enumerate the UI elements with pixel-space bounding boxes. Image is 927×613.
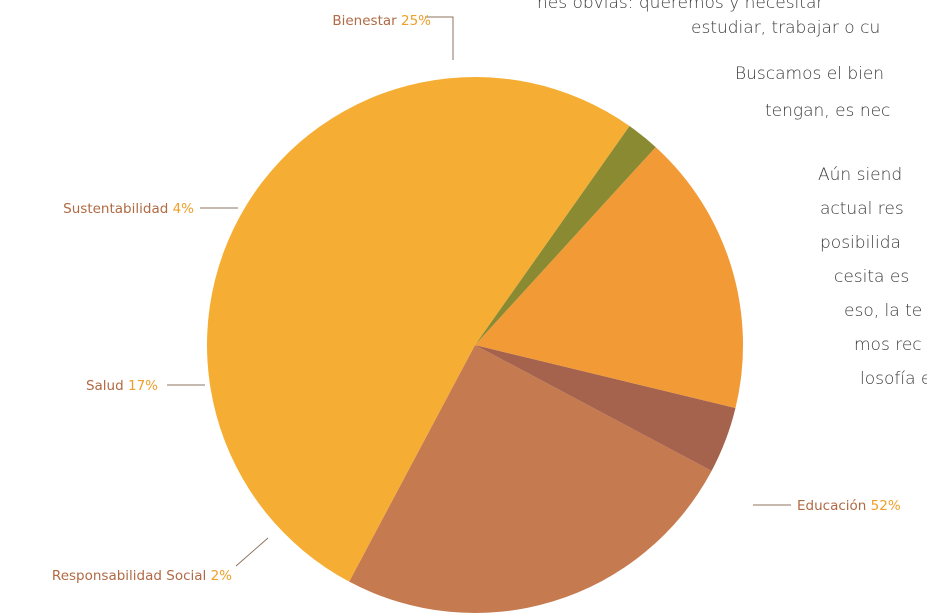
slice-label-value: 4%	[173, 201, 195, 217]
pie-slice-salud	[475, 147, 743, 409]
slice-label-value: 2%	[211, 568, 233, 584]
slice-label-value: 25%	[401, 13, 431, 29]
body-text-line-2: estudiar, trabajar o cu	[691, 18, 881, 38]
slice-label-name: Sustentabilidad	[63, 201, 172, 217]
slice-label-value: 52%	[871, 498, 901, 514]
slice-label-name: Educación	[797, 498, 871, 514]
slice-label-value: 17%	[128, 378, 158, 394]
body-text-line-10: mos rec	[854, 335, 922, 355]
slice-label-sustentabilidad: Sustentabilidad 4%	[63, 201, 194, 217]
body-text-line-4: tengan, es nec	[765, 101, 891, 121]
body-text-line-1: nes obvias: queremos y necesitar	[537, 0, 824, 13]
slice-label-name: Salud	[86, 378, 128, 394]
pie-slice-bienestar	[349, 345, 712, 613]
slice-label-bienestar: Bienestar 25%	[332, 13, 431, 29]
pie-slice-sustentabilidad	[475, 345, 736, 471]
body-text-line-7: posibilida	[820, 233, 901, 253]
pie-slice-responsabilidad-social	[475, 126, 656, 346]
pie-slice-educacion	[207, 77, 630, 582]
body-text-line-6: actual res	[820, 199, 904, 219]
slice-label-educacion: Educación 52%	[797, 498, 901, 514]
body-text-line-3: Buscamos el bien	[735, 64, 885, 84]
body-text-line-11: losofía e	[860, 369, 927, 389]
slice-label-responsabilidad-social: Responsabilidad Social 2%	[52, 568, 232, 584]
leader-line-responsabilidad-social	[235, 537, 269, 567]
body-text-line-8: cesita es	[834, 267, 910, 287]
slice-label-salud: Salud 17%	[86, 378, 158, 394]
slice-label-name: Responsabilidad Social	[52, 568, 211, 584]
pie-slices	[207, 77, 743, 613]
body-text-line-5: Aún siend	[818, 165, 903, 185]
leader-line-bienestar	[425, 16, 454, 60]
pie-labels: Bienestar 25% Sustentabilidad 4% Salud 17%…	[52, 13, 901, 584]
body-text-line-9: eso, la te	[844, 301, 923, 321]
slice-label-name: Bienestar	[332, 13, 401, 29]
